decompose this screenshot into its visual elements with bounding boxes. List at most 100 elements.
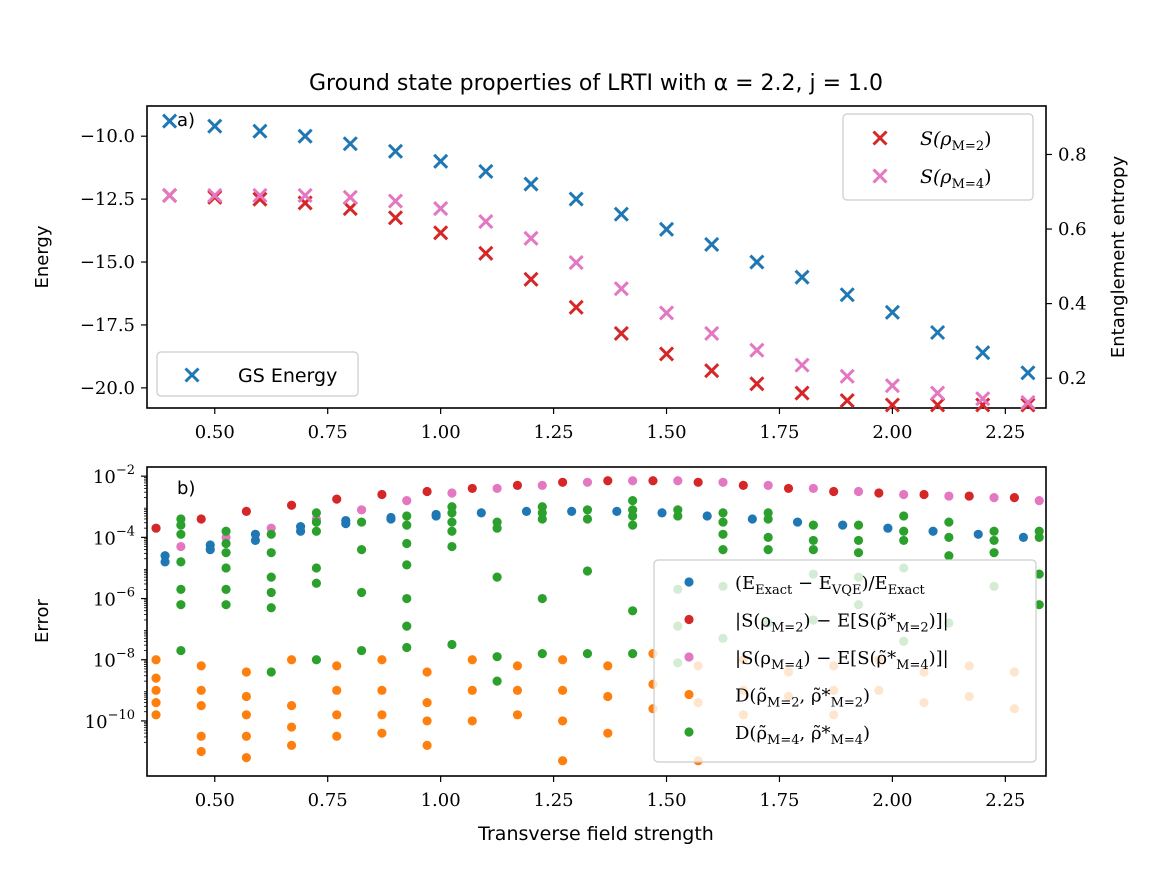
marker-distance-m2 xyxy=(377,655,387,665)
x-tick-label: 1.75 xyxy=(759,790,799,811)
marker-distance-m2 xyxy=(332,685,342,695)
marker-entropy-m2 xyxy=(704,363,720,379)
marker-distance-m4 xyxy=(356,645,367,656)
marker-distance-m4 xyxy=(492,523,502,533)
marker-distance-m2 xyxy=(241,710,251,720)
x-tick-label: 2.25 xyxy=(985,422,1025,443)
legend-marker xyxy=(684,652,694,662)
legend-marker xyxy=(684,614,694,625)
marker-entropy-error-m2 xyxy=(738,480,748,490)
legend-label: |S(ρM=4) − E[S(ρ̃*M=4)]| xyxy=(735,648,949,673)
panel-b: b) Error Transverse field strength 0.50 0… xyxy=(32,463,1047,845)
marker-entropy-error-m4 xyxy=(176,541,186,552)
marker-entropy-error-m4 xyxy=(718,477,728,487)
marker-distance-m2 xyxy=(196,701,206,711)
marker-entropy-m2 xyxy=(839,392,855,409)
marker-distance-m4 xyxy=(537,514,547,524)
x-tick-label: 0.75 xyxy=(308,790,348,811)
marker-distance-m4 xyxy=(402,560,412,570)
marker-entropy-m2 xyxy=(658,346,675,362)
marker-entropy-m2 xyxy=(749,376,765,392)
y-tick-label: 10−10 xyxy=(85,708,135,733)
y-tick-label: −12.5 xyxy=(80,189,135,210)
marker-entropy-error-m4 xyxy=(537,480,547,490)
legend-marker xyxy=(684,689,694,700)
marker-distance-m2 xyxy=(286,722,297,732)
y-tick-label: −17.5 xyxy=(80,315,135,336)
x-tick-label: 1.25 xyxy=(534,422,574,443)
x-tick-label: 2.00 xyxy=(872,790,912,811)
panel-a-frame xyxy=(146,105,1047,409)
panel-a-y2label: Entanglement entropy xyxy=(1108,156,1129,359)
marker-entropy-m2 xyxy=(613,325,629,341)
marker-entropy-error-m4 xyxy=(853,486,864,497)
marker-gs-energy xyxy=(975,345,991,361)
marker-distance-m2 xyxy=(467,655,477,665)
x-tick-label: 1.75 xyxy=(759,422,799,443)
marker-distance-m4 xyxy=(221,600,231,610)
marker-entropy-error-m4 xyxy=(356,505,367,515)
legend-label: (EExact − EVQE)/EExact xyxy=(735,573,926,598)
marker-distance-m4 xyxy=(221,526,231,536)
marker-entropy-m4 xyxy=(478,214,494,230)
panel-b-x-ticks: 0.50 0.75 1.00 1.25 1.50 1.75 2.00 2.25 xyxy=(195,776,1025,811)
marker-distance-m4 xyxy=(311,563,322,573)
panel-b-y-ticks: 10−2 10−4 10−6 10−8 10−10 xyxy=(85,463,147,743)
marker-entropy-m2 xyxy=(387,210,404,226)
marker-entropy-m4 xyxy=(387,193,404,209)
y-tick-label: 10−6 xyxy=(93,586,135,611)
marker-entropy-error-m4 xyxy=(447,488,457,498)
marker-entropy-m4 xyxy=(568,255,584,271)
marker-distance-m4 xyxy=(628,496,638,506)
marker-distance-m4 xyxy=(176,600,186,610)
legend-errors: (EExact − EVQE)/EExact |S(ρM=2) − E[S(ρ̃*… xyxy=(653,559,1037,763)
marker-distance-m2 xyxy=(467,716,477,726)
marker-distance-m4 xyxy=(176,645,186,656)
panel-a: a) Energy Entanglement entropy 0.50 0.75 1… xyxy=(32,105,1129,443)
marker-distance-m2 xyxy=(196,731,206,741)
marker-distance-m2 xyxy=(603,728,613,738)
marker-distance-m4 xyxy=(763,545,773,555)
marker-distance-m4 xyxy=(853,548,864,558)
marker-entropy-error-m4 xyxy=(989,492,999,503)
x-tick-label: 1.25 xyxy=(534,790,574,811)
marker-vqe-rel-error xyxy=(702,511,712,521)
marker-distance-m2 xyxy=(286,701,297,711)
panel-a-markers xyxy=(162,113,1036,413)
marker-vqe-rel-error xyxy=(160,551,170,561)
marker-entropy-m2 xyxy=(478,245,494,261)
marker-distance-m4 xyxy=(447,526,457,536)
marker-distance-m4 xyxy=(1034,600,1044,610)
marker-distance-m2 xyxy=(422,697,432,708)
marker-distance-m2 xyxy=(467,685,477,695)
x-tick-label: 2.25 xyxy=(985,790,1025,811)
marker-distance-m4 xyxy=(718,508,728,518)
marker-distance-m4 xyxy=(899,535,909,546)
y2-tick-label: 0.6 xyxy=(1058,219,1087,240)
marker-entropy-m2 xyxy=(342,200,358,217)
marker-entropy-error-m2 xyxy=(467,483,477,494)
marker-entropy-m4 xyxy=(1020,394,1036,410)
marker-entropy-m4 xyxy=(162,187,178,204)
marker-entropy-m4 xyxy=(433,200,449,217)
y-tick-label: 10−8 xyxy=(93,647,135,672)
marker-distance-m4 xyxy=(311,526,322,536)
marker-distance-m4 xyxy=(221,538,231,549)
marker-distance-m4 xyxy=(899,511,909,521)
marker-entropy-error-m2 xyxy=(648,476,658,486)
marker-gs-energy xyxy=(387,143,404,159)
marker-gs-energy xyxy=(162,113,178,129)
marker-distance-m2 xyxy=(286,740,297,751)
legend-label: GS Energy xyxy=(238,365,337,387)
marker-vqe-rel-error xyxy=(612,506,622,516)
chart-title: Ground state properties of LRTI with α =… xyxy=(309,71,883,96)
legend-label: S(ρM=2) xyxy=(920,128,992,154)
marker-gs-energy xyxy=(749,254,765,270)
marker-gs-energy xyxy=(794,269,810,285)
legend-label: |S(ρM=2) − E[S(ρ̃*M=2)]| xyxy=(735,611,949,636)
marker-vqe-rel-error xyxy=(250,529,261,539)
marker-distance-m4 xyxy=(311,655,322,665)
marker-distance-m4 xyxy=(582,505,593,515)
marker-entropy-m4 xyxy=(975,391,991,407)
marker-entropy-m2 xyxy=(1020,397,1036,413)
